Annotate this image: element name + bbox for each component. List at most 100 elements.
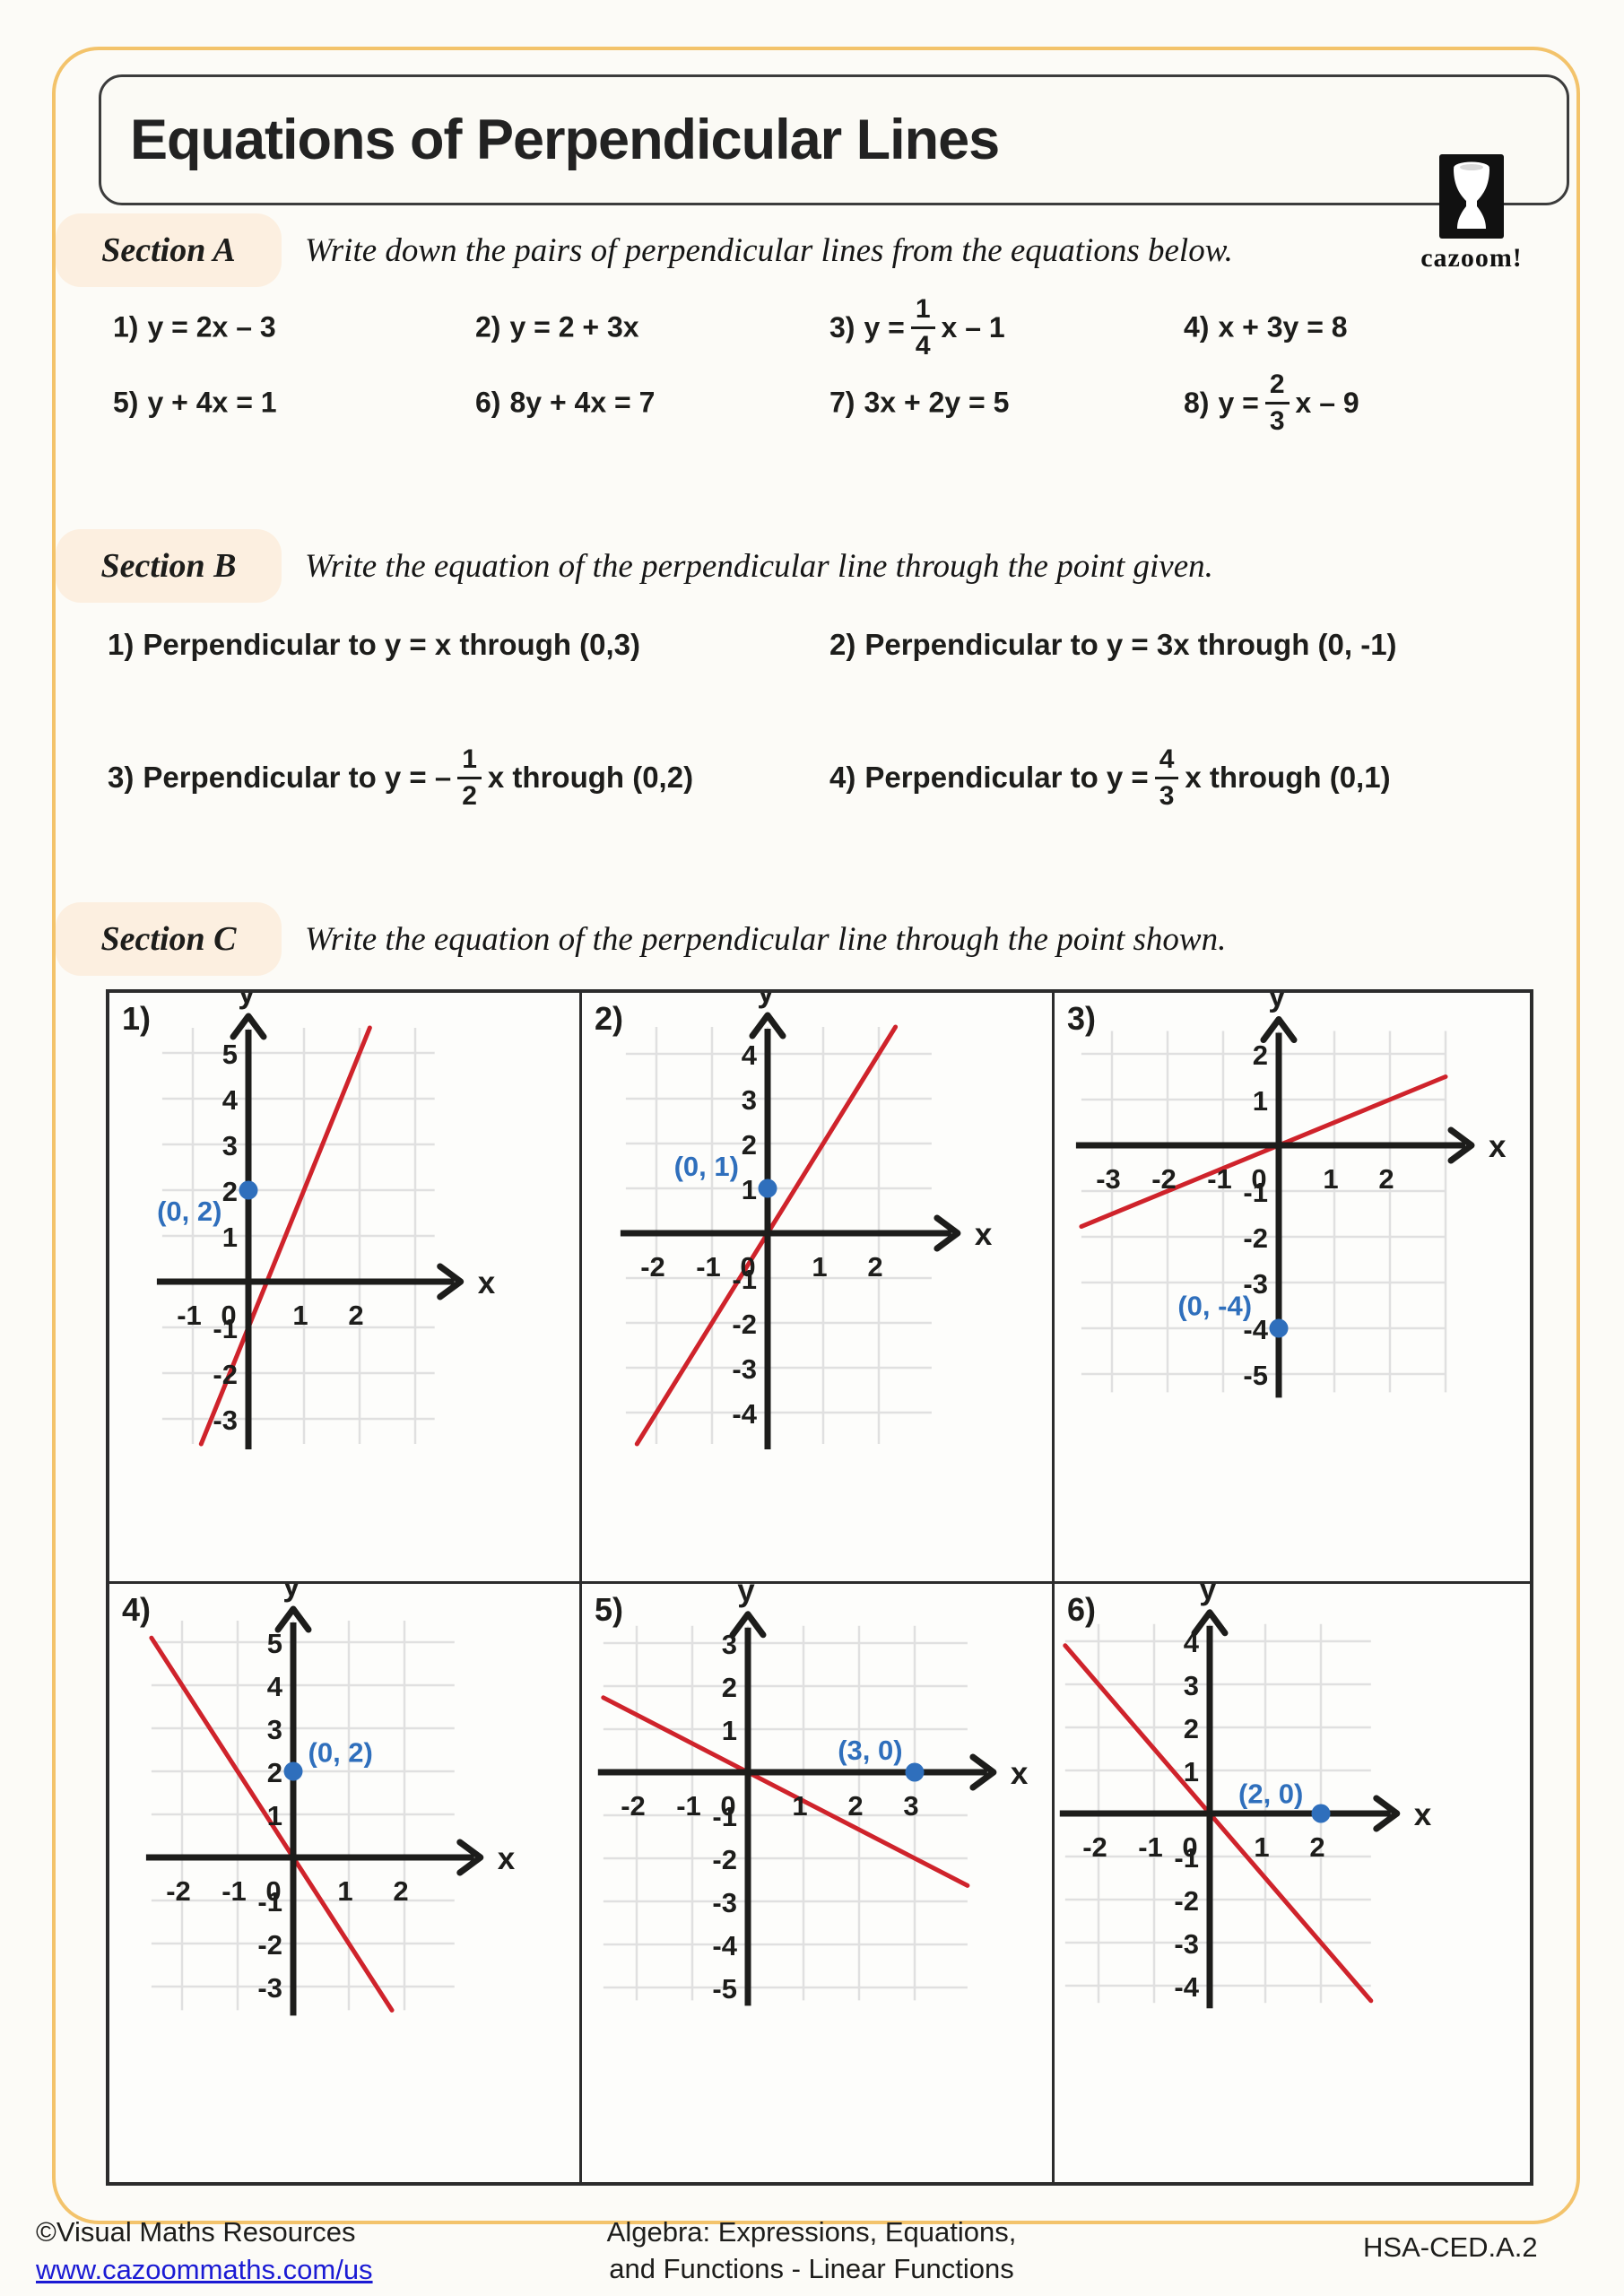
svg-text:3: 3	[903, 1790, 918, 1822]
svg-text:2: 2	[847, 1790, 863, 1822]
svg-text:-1: -1	[712, 1801, 737, 1832]
category-line-1: Algebra: Expressions, Equations,	[606, 2216, 1017, 2248]
problem-2: 2) Perpendicular to y = 3x through (0, -1…	[829, 628, 1397, 661]
graph-number: 2)	[595, 1000, 624, 1037]
svg-text:-1: -1	[177, 1300, 202, 1331]
svg-text:1: 1	[742, 1174, 757, 1205]
svg-text:-4: -4	[1243, 1314, 1268, 1345]
y-axis-label: y	[1268, 993, 1286, 1013]
svg-text:-2: -2	[1174, 1885, 1199, 1917]
graph-cell-5: x y -2 -1 1 2 3 0 -5 -4 -3 -2 -1 1 2 3 (3, 0) 5)	[582, 1584, 1055, 2182]
svg-text:-2: -2	[712, 1844, 737, 1875]
problem-1: 1) y = 2x – 3	[113, 310, 276, 344]
graph-number: 4)	[122, 1591, 152, 1628]
svg-text:4: 4	[222, 1084, 239, 1116]
svg-text:1: 1	[792, 1790, 807, 1822]
copyright-text: ©Visual Maths Resources	[36, 2216, 356, 2248]
problem-1: 1) Perpendicular to y = x through (0,3)	[108, 628, 641, 661]
svg-text:2: 2	[1309, 1831, 1324, 1863]
svg-text:2: 2	[867, 1251, 882, 1283]
x-axis-label: x	[1414, 1797, 1432, 1832]
x-axis-label: x	[478, 1265, 496, 1300]
standard-code: HSA-CED.A.2	[1363, 2231, 1538, 2263]
svg-text:-5: -5	[1243, 1360, 1268, 1391]
svg-text:2: 2	[722, 1672, 737, 1703]
svg-text:4: 4	[1184, 1627, 1200, 1658]
svg-text:2: 2	[348, 1300, 363, 1331]
svg-text:-4: -4	[732, 1398, 757, 1430]
svg-text:1: 1	[337, 1875, 352, 1907]
svg-text:0: 0	[221, 1300, 236, 1331]
footer-left: ©Visual Maths Resources www.cazoommaths.…	[36, 2213, 373, 2289]
section-c-instruction: Write the equation of the perpendicular …	[305, 920, 1227, 958]
svg-text:-4: -4	[1174, 1971, 1199, 2003]
svg-text:-1: -1	[696, 1251, 721, 1283]
svg-text:-2: -2	[166, 1875, 191, 1907]
y-axis-label: y	[282, 1584, 300, 1603]
footer-category: Algebra: Expressions, Equations, and Fun…	[498, 2213, 1125, 2287]
svg-text:-2: -2	[1151, 1163, 1177, 1195]
given-point	[283, 1761, 303, 1781]
graph-svg-4: x y -2 -1 1 2 0 -3 -2 -1 1 2 3 4 5 (0, 2)	[145, 1584, 516, 2016]
graph-number: 5)	[595, 1591, 624, 1628]
x-axis-label: x	[1489, 1129, 1507, 1164]
svg-text:0: 0	[740, 1251, 755, 1283]
svg-text:-2: -2	[1243, 1222, 1268, 1254]
x-axis-arrow-icon	[456, 1839, 484, 1876]
problem-5: 5) y + 4x = 1	[113, 386, 277, 419]
svg-text:3: 3	[742, 1084, 757, 1116]
x-axis-label: x	[498, 1841, 516, 1876]
given-point	[758, 1178, 777, 1198]
y-axis-arrow-icon	[1191, 1609, 1229, 1637]
website-link[interactable]: www.cazoommaths.com/us	[36, 2254, 373, 2285]
section-b-label: Section B	[56, 529, 282, 603]
svg-text:-2: -2	[621, 1790, 646, 1822]
svg-text:4: 4	[742, 1039, 758, 1071]
graph-svg-3: x y -3 -2 -1 1 2 0 -5 -4 -3 -2 -1 1 2 (0, -4)	[1075, 993, 1507, 1398]
header: Equations of Perpendicular Lines cazoom!	[99, 74, 1569, 273]
svg-text:-1: -1	[1207, 1163, 1232, 1195]
graph-svg-1: x y -1 1 2 0 -3 -2 -1 1 2 3 4 5 (0, 2)	[156, 993, 496, 1450]
svg-text:0: 0	[1251, 1163, 1266, 1195]
graph-line	[1079, 1074, 1448, 1230]
x-axis-label: x	[1011, 1756, 1029, 1791]
section-a-label: Section A	[56, 213, 282, 287]
graph-cell-3: x y -3 -2 -1 1 2 0 -5 -4 -3 -2 -1 1 2 (0, -4) 3)	[1055, 993, 1530, 1584]
graph-cell-4: x y -2 -1 1 2 0 -3 -2 -1 1 2 3 4 5 (0, 2) 4)	[109, 1584, 582, 2182]
problem-6: 6) 8y + 4x = 7	[475, 386, 656, 419]
graph-line	[149, 1635, 395, 2013]
svg-text:1: 1	[812, 1251, 827, 1283]
svg-text:-2: -2	[1082, 1831, 1107, 1863]
svg-text:1: 1	[292, 1300, 308, 1331]
y-axis-label: y	[757, 993, 775, 1009]
svg-text:-5: -5	[712, 1973, 737, 2005]
svg-text:-1: -1	[221, 1875, 247, 1907]
graph-svg-2: x y -2 -1 1 2 0 -4 -3 -2 -1 1 2 3 4 (0, 1)	[620, 993, 993, 1449]
point-label: (0, 1)	[674, 1151, 739, 1182]
svg-text:-1: -1	[213, 1313, 238, 1344]
svg-text:-1: -1	[257, 1886, 282, 1918]
brand-logo: cazoom!	[1400, 154, 1543, 274]
given-point	[1269, 1318, 1289, 1338]
svg-text:-2: -2	[732, 1309, 757, 1340]
svg-text:-3: -3	[1096, 1163, 1121, 1195]
y-axis-arrow-icon	[274, 1605, 312, 1633]
svg-text:3: 3	[222, 1130, 238, 1161]
svg-text:-2: -2	[213, 1359, 238, 1390]
svg-text:-3: -3	[732, 1353, 757, 1385]
graph-cell-2: x y -2 -1 1 2 0 -4 -3 -2 -1 1 2 3 4 (0, 1) 2)	[582, 993, 1055, 1584]
svg-text:1: 1	[222, 1222, 238, 1253]
svg-text:-3: -3	[1174, 1928, 1199, 1960]
svg-text:1: 1	[1253, 1085, 1268, 1117]
goblet-icon	[1439, 154, 1504, 239]
problem-2: 2) y = 2 + 3x	[475, 310, 639, 344]
y-axis-arrow-icon	[1260, 1016, 1298, 1043]
svg-text:-4: -4	[712, 1930, 737, 1961]
section-b-instruction: Write the equation of the perpendicular …	[305, 547, 1213, 585]
graph-cell-1: x y -1 1 2 0 -3 -2 -1 1 2 3 4 5 (0, 2) 1)	[109, 993, 582, 1584]
